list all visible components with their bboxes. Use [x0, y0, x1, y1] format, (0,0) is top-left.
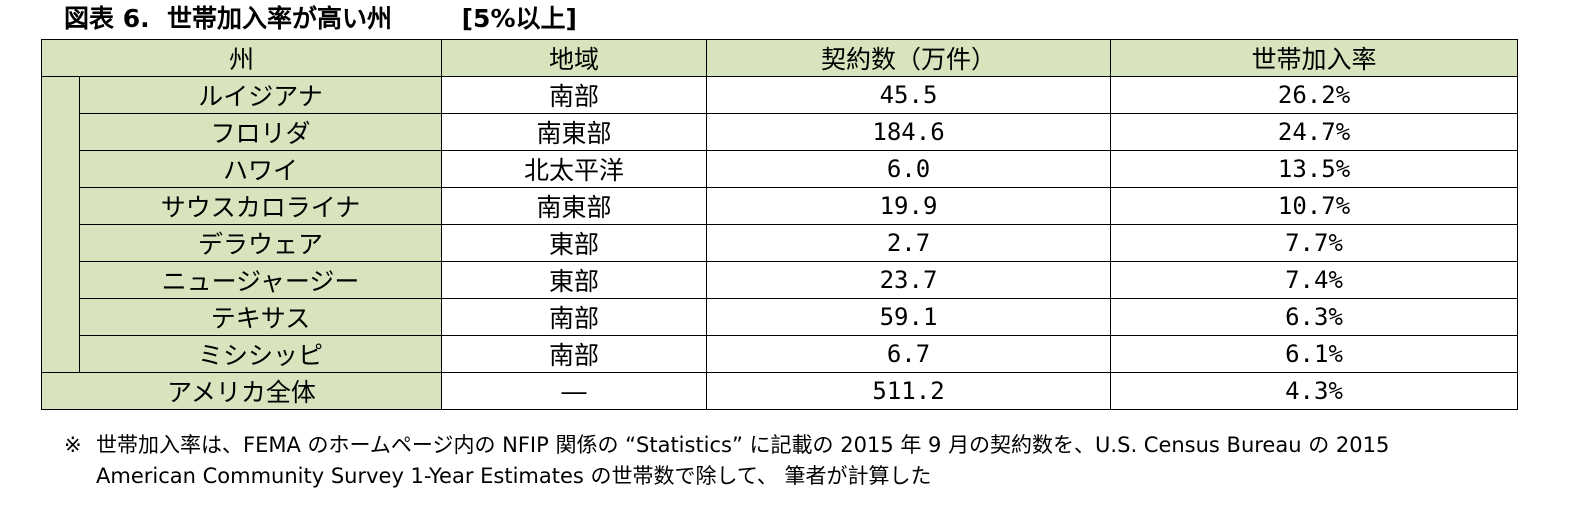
region-cell: 南部	[441, 298, 708, 336]
rate-cell: 26.2%	[1110, 76, 1519, 114]
state-cell: テキサス	[78, 298, 443, 336]
total-region-cell: ―	[441, 372, 708, 410]
total-contracts-cell: 511.2	[706, 372, 1112, 410]
region-cell: 北太平洋	[441, 150, 708, 188]
rate-cell: 7.4%	[1110, 261, 1519, 299]
region-cell: 南部	[441, 76, 708, 114]
table-row: テキサス 南部 59.1 6.3%	[42, 298, 1519, 336]
state-cell: デラウェア	[78, 224, 443, 262]
rate-cell: 24.7%	[1110, 113, 1519, 151]
state-cell: フロリダ	[78, 113, 443, 151]
rate-cell: 10.7%	[1110, 187, 1519, 225]
total-rate-cell: 4.3%	[1110, 372, 1519, 410]
total-state-cell: アメリカ全体	[40, 372, 443, 410]
footnote-mark: ※	[64, 433, 82, 457]
contracts-cell: 45.5	[706, 76, 1112, 114]
contracts-cell: 2.7	[706, 224, 1112, 262]
table-row: サウスカロライナ 南東部 19.9 10.7%	[42, 187, 1519, 225]
region-cell: 東部	[441, 261, 708, 299]
header-row: 州 地域 契約数（万件） 世帯加入率	[40, 39, 1519, 77]
state-cell: ニュージャージー	[78, 261, 443, 299]
header-contracts: 契約数（万件）	[706, 39, 1112, 77]
table-row: ハワイ 北太平洋 6.0 13.5%	[42, 150, 1519, 188]
group-indent	[41, 76, 80, 373]
region-cell: 南東部	[441, 187, 708, 225]
footnote-line-1: 世帯加入率は、FEMA のホームページ内の NFIP 関係の “Statisti…	[96, 433, 1390, 457]
state-cell: サウスカロライナ	[78, 187, 443, 225]
header-region: 地域	[441, 39, 708, 77]
header-state: 州	[40, 39, 443, 77]
state-cell: ルイジアナ	[78, 76, 443, 114]
header-rate: 世帯加入率	[1110, 39, 1519, 77]
rate-cell: 6.3%	[1110, 298, 1519, 336]
region-cell: 南東部	[441, 113, 708, 151]
contracts-cell: 19.9	[706, 187, 1112, 225]
state-cell: ハワイ	[78, 150, 443, 188]
contracts-cell: 59.1	[706, 298, 1112, 336]
state-cell: ミシシッピ	[78, 335, 443, 373]
rate-cell: 6.1%	[1110, 335, 1519, 373]
table-row: ルイジアナ 南部 45.5 26.2%	[41, 76, 1519, 373]
table-row: デラウェア 東部 2.7 7.7%	[42, 224, 1519, 262]
data-table: 州 地域 契約数（万件） 世帯加入率 ルイジアナ 南部 45.5 26.2% フ…	[40, 39, 1519, 410]
contracts-cell: 184.6	[706, 113, 1112, 151]
table-row: ミシシッピ 南部 6.7 6.1%	[42, 335, 1519, 373]
region-cell: 南部	[441, 335, 708, 373]
contracts-cell: 6.7	[706, 335, 1112, 373]
table-row: ニュージャージー 東部 23.7 7.4%	[42, 261, 1519, 299]
rate-cell: 13.5%	[1110, 150, 1519, 188]
rate-cell: 7.7%	[1110, 224, 1519, 262]
table-row: フロリダ 南東部 184.6 24.7%	[42, 113, 1519, 151]
contracts-cell: 6.0	[706, 150, 1112, 188]
contracts-cell: 23.7	[706, 261, 1112, 299]
region-cell: 東部	[441, 224, 708, 262]
figure-title: 図表 6. 世帯加入率が高い州 [5%以上]	[64, 4, 577, 33]
footnote: ※ 世帯加入率は、FEMA のホームページ内の NFIP 関係の “Statist…	[64, 430, 1524, 492]
footnote-line-2: American Community Survey 1-Year Estimat…	[96, 464, 932, 488]
total-row: アメリカ全体 ― 511.2 4.3%	[40, 372, 1519, 410]
